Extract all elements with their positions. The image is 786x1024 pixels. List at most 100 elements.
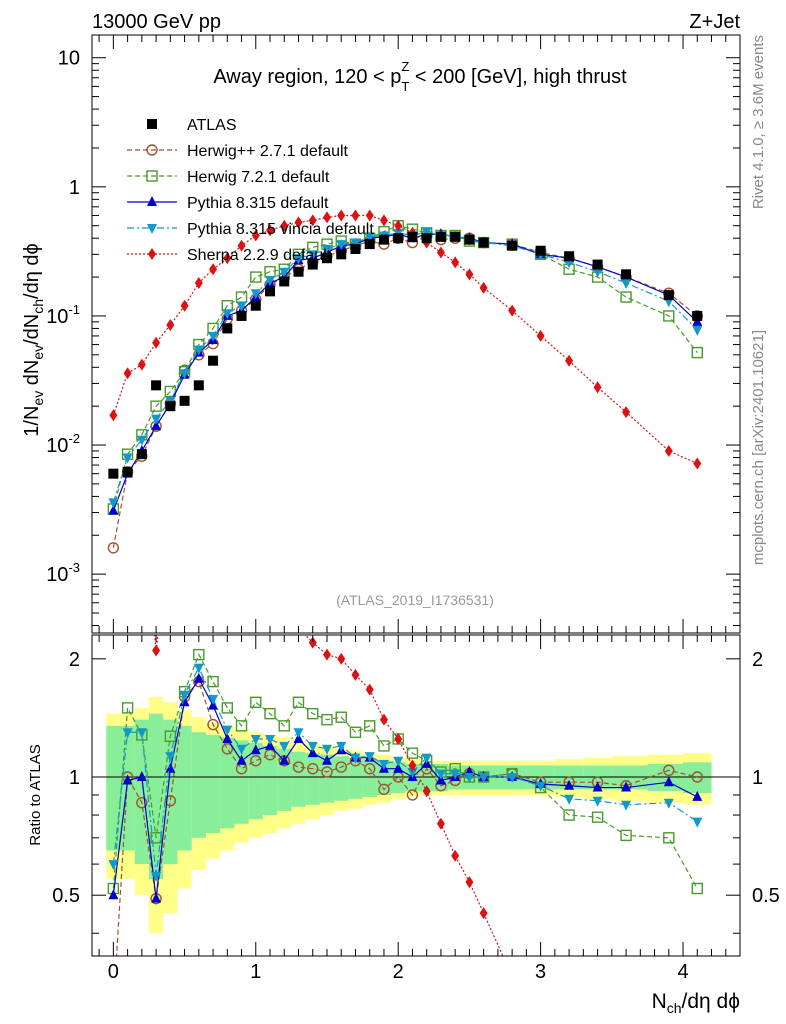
ratio-point-pythia-8-315-vincia-default <box>279 741 290 752</box>
ratio-point-pythia-8-315-vincia-default <box>250 734 261 745</box>
point-pythia-8-315-vincia-default <box>692 325 703 336</box>
point-atlas <box>279 276 290 287</box>
ratio-point-pythia-8-315-default <box>279 754 290 765</box>
point-pythia-8-315-vincia-default <box>208 331 219 342</box>
point-sherpa-2-2-9-default <box>223 252 232 265</box>
ratio-point-sherpa-2-2-9-default <box>337 652 346 665</box>
x-tick-label: 3 <box>535 961 546 983</box>
x-tick-label: 1 <box>250 961 261 983</box>
y-tick-label: 1 <box>69 177 80 199</box>
ratio-point-pythia-8-315-vincia-default <box>122 728 133 739</box>
legend-marker <box>147 119 157 129</box>
ylabel-s1: ev <box>30 391 46 406</box>
ratio-series-layer <box>107 635 703 956</box>
point-sherpa-2-2-9-default <box>536 329 545 342</box>
ratio-point-herwig-2-7-1-default <box>136 797 148 809</box>
point-atlas <box>108 468 119 479</box>
ratio-point-pythia-8-315-vincia-default <box>364 752 375 763</box>
point-sherpa-2-2-9-default <box>194 276 203 289</box>
point-sherpa-2-2-9-default <box>109 409 118 422</box>
point-sherpa-2-2-9-default <box>137 358 146 371</box>
ratio-y-tick-label: 1 <box>69 767 80 789</box>
ratio-point-pythia-8-315-vincia-default <box>592 796 603 807</box>
ratio-point-pythia-8-315-vincia-default <box>421 753 432 764</box>
stat-uncertainty-band <box>134 719 149 865</box>
point-pythia-8-315-vincia-default <box>592 267 603 278</box>
ratio-point-sherpa-2-2-9-default <box>152 644 161 657</box>
point-sherpa-2-2-9-default <box>664 444 673 457</box>
ratio-point-sherpa-2-2-9-default <box>408 759 417 772</box>
ylabel-p2: dN <box>21 360 43 391</box>
stat-uncertainty-band <box>362 759 377 797</box>
ratio-point-sherpa-2-2-9-default <box>451 849 460 862</box>
point-sherpa-2-2-9-default <box>593 381 602 394</box>
point-sherpa-2-2-9-default <box>237 239 246 252</box>
ratio-point-herwig-2-7-1-default <box>321 766 333 778</box>
y-tick-exponent: -3 <box>68 560 80 575</box>
point-atlas <box>350 243 361 254</box>
point-pythia-8-315-vincia-default <box>122 453 133 464</box>
stat-uncertainty-band <box>120 725 135 851</box>
legend-label: ATLAS <box>187 117 237 134</box>
ratio-point-herwig-7-2-1-default <box>292 696 305 708</box>
x-axis-label: Nch/dη dϕ <box>652 990 740 1016</box>
ratio-point-herwig-2-7-1-default <box>335 761 347 773</box>
y-tick-base: 10 <box>46 306 68 328</box>
ratio-point-herwig-2-7-1-default <box>307 762 319 775</box>
main-x-ticks <box>98 35 727 633</box>
point-atlas <box>378 234 389 245</box>
y-tick-exponent: -1 <box>68 302 80 317</box>
ratio-point-pythia-8-315-vincia-default <box>321 744 332 755</box>
ratio-point-herwig-7-2-1-default <box>207 675 219 688</box>
ratio-point-herwig-7-2-1-default <box>591 811 604 823</box>
point-atlas <box>564 251 575 262</box>
ratio-point-pythia-8-315-vincia-default <box>179 690 190 701</box>
point-sherpa-2-2-9-default <box>622 406 631 419</box>
ratio-point-herwig-2-7-1-default <box>406 789 419 801</box>
legend-item-herwig-2-7-1-default: Herwig++ 2.7.1 default <box>127 143 349 160</box>
point-pythia-8-315-vincia-default <box>136 435 147 446</box>
stat-uncertainty-band <box>319 754 335 803</box>
y-tick-exponent: -2 <box>68 431 80 446</box>
ratio-y-tick-label-right: 2 <box>752 649 763 671</box>
rivet-label: Rivet 4.1.0, ≥ 3.6M events <box>750 35 767 209</box>
point-sherpa-2-2-9-default <box>465 268 474 281</box>
legend-label: Pythia 8.315 vincia default <box>187 221 374 238</box>
ratio-point-pythia-8-315-default <box>393 762 404 773</box>
ratio-point-herwig-7-2-1-default <box>121 702 134 714</box>
main-frame <box>91 34 741 634</box>
x-tick-label: 4 <box>677 961 688 983</box>
title-prefix: Away region, 120 < p <box>213 66 401 88</box>
ratio-point-herwig-2-7-1-default <box>221 743 233 755</box>
ratio-line-pythia-8-315-default <box>112 677 698 899</box>
point-pythia-8-315-default <box>108 504 119 515</box>
point-pythia-8-315-vincia-default <box>621 278 632 289</box>
legend-marker <box>146 144 158 156</box>
title-sup: Z <box>401 59 409 74</box>
title-sub: T <box>401 79 409 94</box>
point-atlas <box>151 380 162 391</box>
point-sherpa-2-2-9-default <box>693 457 702 470</box>
ratio-point-pythia-8-315-vincia-default <box>692 817 703 828</box>
legend-item-sherpa-2-2-9-default: Sherpa 2.2.9 default <box>127 247 332 264</box>
point-sherpa-2-2-9-default <box>565 354 574 367</box>
ratio-point-pythia-8-315-vincia-default <box>478 773 489 784</box>
ratio-point-herwig-2-7-1-default <box>663 764 675 777</box>
main-series-layer <box>107 209 703 554</box>
point-atlas <box>407 231 418 242</box>
point-pythia-8-315-vincia-default <box>222 309 233 320</box>
point-atlas <box>621 269 632 280</box>
stat-uncertainty-band <box>262 745 278 816</box>
ratio-point-pythia-8-315-default <box>321 754 332 765</box>
stat-uncertainty-band <box>191 732 206 838</box>
ratio-y-ticks: 0.5 0.5 1 1 2 2 <box>52 649 780 934</box>
point-atlas <box>663 290 674 301</box>
point-atlas <box>478 237 489 248</box>
point-sherpa-2-2-9-default <box>266 224 275 237</box>
point-sherpa-2-2-9-default <box>479 281 488 294</box>
point-atlas <box>236 310 247 321</box>
ratio-point-pythia-8-315-vincia-default <box>507 773 518 784</box>
point-atlas <box>179 395 190 406</box>
point-herwig-7-2-1-default <box>150 400 162 412</box>
